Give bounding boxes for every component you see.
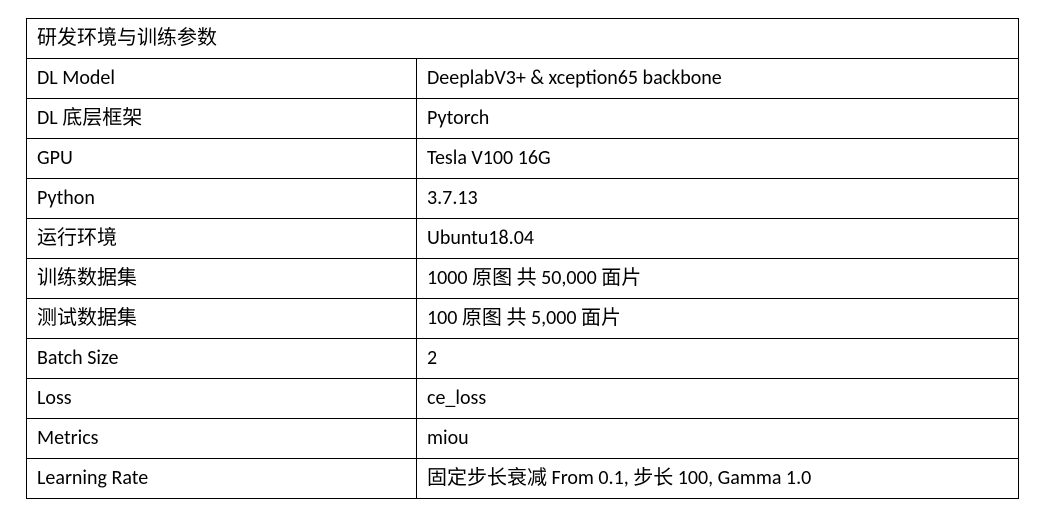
table-row: Learning Rate 固定步长衰减 From 0.1, 步长 100, G… (27, 459, 1019, 499)
param-label: Loss (27, 379, 417, 419)
param-label: Python (27, 179, 417, 219)
param-value: 固定步长衰减 From 0.1, 步长 100, Gamma 1.0 (417, 459, 1019, 499)
param-value: 1000 原图 共 50,000 面片 (417, 259, 1019, 299)
param-value: DeeplabV3+ & xception65 backbone (417, 59, 1019, 99)
param-label: Metrics (27, 419, 417, 459)
table-row: Loss ce_loss (27, 379, 1019, 419)
param-label: 训练数据集 (27, 259, 417, 299)
param-value: 100 原图 共 5,000 面片 (417, 299, 1019, 339)
table-title: 研发环境与训练参数 (27, 19, 1019, 59)
param-value: ce_loss (417, 379, 1019, 419)
param-label: 运行环境 (27, 219, 417, 259)
table-row: 测试数据集 100 原图 共 5,000 面片 (27, 299, 1019, 339)
param-label: DL Model (27, 59, 417, 99)
param-label: DL 底层框架 (27, 99, 417, 139)
table-row: Python 3.7.13 (27, 179, 1019, 219)
table-row: Batch Size 2 (27, 339, 1019, 379)
param-value: Pytorch (417, 99, 1019, 139)
table-row: GPU Tesla V100 16G (27, 139, 1019, 179)
param-label: Learning Rate (27, 459, 417, 499)
param-value: 2 (417, 339, 1019, 379)
param-value: Tesla V100 16G (417, 139, 1019, 179)
params-table: 研发环境与训练参数 DL Model DeeplabV3+ & xception… (26, 18, 1019, 499)
param-label: Batch Size (27, 339, 417, 379)
param-value: Ubuntu18.04 (417, 219, 1019, 259)
param-label: GPU (27, 139, 417, 179)
table-row: Metrics miou (27, 419, 1019, 459)
table-row: DL 底层框架 Pytorch (27, 99, 1019, 139)
table-row: 运行环境 Ubuntu18.04 (27, 219, 1019, 259)
table-row: 训练数据集 1000 原图 共 50,000 面片 (27, 259, 1019, 299)
page-container: 研发环境与训练参数 DL Model DeeplabV3+ & xception… (0, 0, 1046, 517)
param-value: miou (417, 419, 1019, 459)
param-label: 测试数据集 (27, 299, 417, 339)
table-header-row: 研发环境与训练参数 (27, 19, 1019, 59)
param-value: 3.7.13 (417, 179, 1019, 219)
table-row: DL Model DeeplabV3+ & xception65 backbon… (27, 59, 1019, 99)
